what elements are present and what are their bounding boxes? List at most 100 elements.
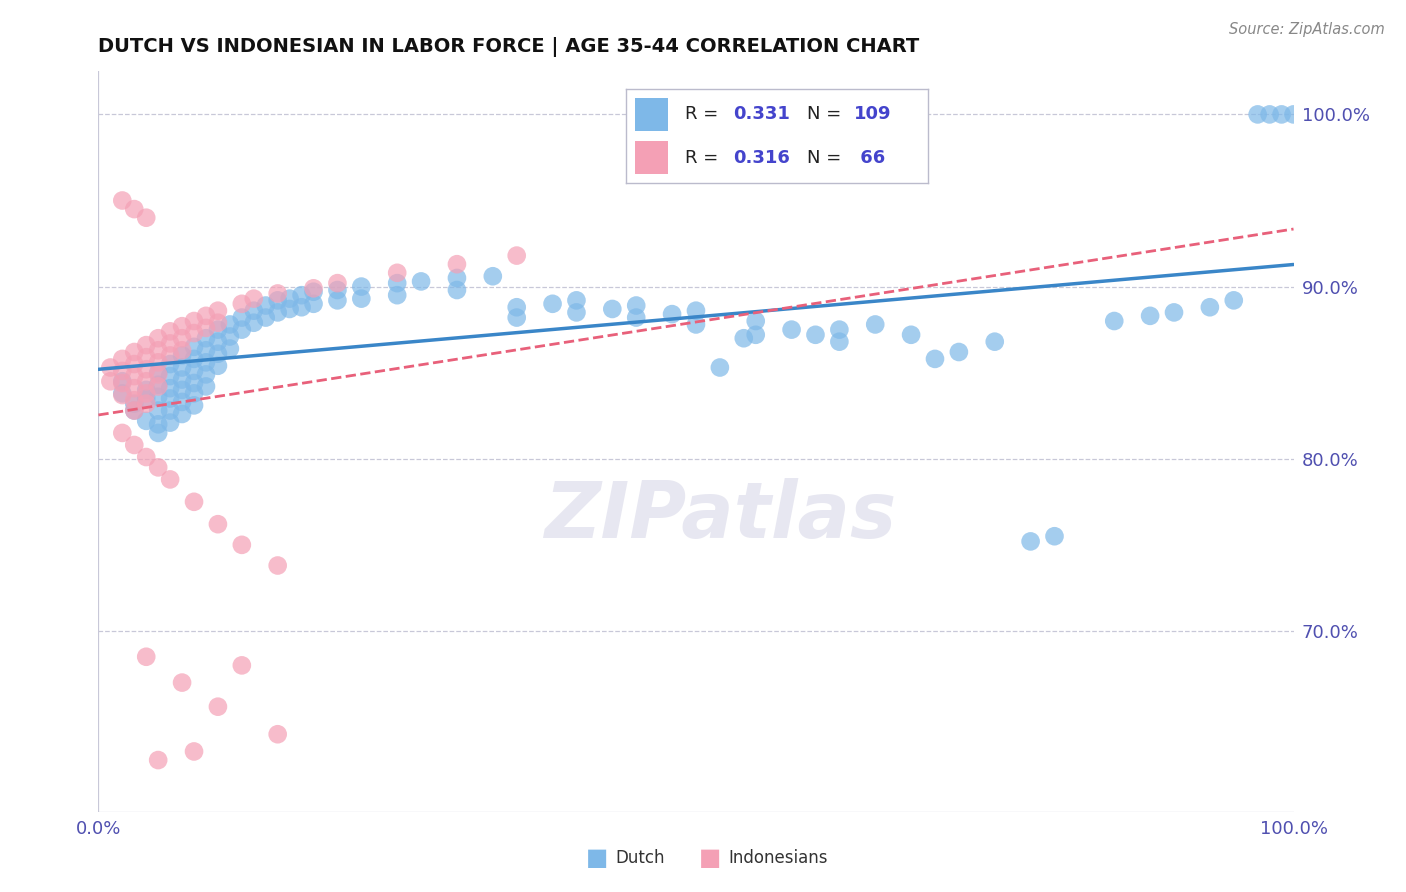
Point: [148, 425, 170, 440]
Point: [111, 376, 134, 390]
Point: [565, 293, 588, 308]
Point: [446, 271, 468, 285]
Point: [159, 392, 181, 406]
Point: [124, 397, 146, 411]
Point: [195, 343, 218, 358]
Text: Indonesians: Indonesians: [728, 849, 828, 867]
Point: [135, 374, 157, 388]
Point: [385, 266, 409, 280]
Point: [148, 343, 170, 358]
Point: [231, 323, 253, 337]
Point: [446, 257, 468, 271]
Point: [207, 334, 229, 349]
Point: [172, 373, 194, 387]
Point: [1258, 107, 1281, 121]
Text: Dutch: Dutch: [616, 849, 665, 867]
Point: [385, 276, 409, 290]
Point: [207, 316, 229, 330]
Point: [183, 326, 205, 340]
Point: [506, 300, 529, 314]
Point: [159, 357, 181, 371]
Point: [195, 379, 218, 393]
Text: DUTCH VS INDONESIAN IN LABOR FORCE | AGE 35-44 CORRELATION CHART: DUTCH VS INDONESIAN IN LABOR FORCE | AGE…: [98, 37, 920, 57]
Point: [745, 327, 768, 342]
Point: [1247, 107, 1270, 121]
Point: [207, 323, 229, 337]
Point: [172, 383, 194, 397]
Point: [172, 319, 194, 334]
Point: [1282, 107, 1305, 121]
Point: [159, 416, 181, 430]
Point: [278, 301, 301, 316]
Point: [195, 368, 218, 382]
Point: [124, 357, 146, 371]
Point: [135, 414, 157, 428]
Point: [183, 398, 205, 412]
Point: [326, 283, 349, 297]
Point: [195, 355, 218, 369]
Bar: [634, 141, 668, 175]
Point: [124, 393, 146, 408]
Point: [148, 368, 170, 382]
Point: [159, 348, 181, 362]
Point: [302, 281, 325, 295]
Point: [148, 355, 170, 369]
Point: [661, 307, 683, 321]
Point: [159, 324, 181, 338]
Point: [278, 292, 301, 306]
Point: [207, 517, 229, 532]
Point: [183, 495, 205, 509]
Text: 0.316: 0.316: [733, 149, 790, 167]
Point: [626, 310, 648, 325]
Point: [254, 299, 277, 313]
Point: [207, 699, 229, 714]
Point: [148, 377, 170, 392]
Point: [828, 334, 851, 349]
Point: [124, 202, 146, 216]
Point: [828, 323, 851, 337]
Point: [135, 362, 157, 376]
Point: [183, 744, 205, 758]
Point: [267, 558, 290, 573]
Point: [541, 297, 564, 311]
Point: [291, 300, 314, 314]
Point: [350, 292, 373, 306]
Point: [148, 379, 170, 393]
Point: [267, 286, 290, 301]
Point: [111, 364, 134, 378]
Text: N =: N =: [807, 105, 846, 123]
Point: [924, 351, 946, 366]
Point: [172, 343, 194, 358]
Point: [267, 727, 290, 741]
Point: [481, 269, 505, 284]
Point: [111, 388, 134, 402]
Text: 66: 66: [853, 149, 886, 167]
Point: [1104, 314, 1126, 328]
Point: [172, 360, 194, 375]
Text: ■: ■: [586, 847, 609, 870]
Point: [98, 360, 122, 375]
Text: ■: ■: [699, 847, 721, 870]
Point: [124, 369, 146, 384]
Point: [135, 386, 157, 401]
Point: [111, 425, 134, 440]
Point: [231, 658, 253, 673]
Point: [302, 285, 325, 299]
Point: [124, 381, 146, 395]
Point: [385, 288, 409, 302]
Point: [195, 309, 218, 323]
Point: [183, 351, 205, 366]
Point: [135, 397, 157, 411]
Point: [254, 310, 277, 325]
Point: [135, 383, 157, 397]
Point: [135, 350, 157, 364]
Point: [326, 293, 349, 308]
Point: [148, 753, 170, 767]
Point: [1163, 305, 1185, 319]
Point: [243, 316, 266, 330]
Point: [135, 338, 157, 352]
Point: [267, 305, 290, 319]
Point: [172, 407, 194, 421]
Point: [291, 288, 314, 302]
Point: [804, 327, 827, 342]
